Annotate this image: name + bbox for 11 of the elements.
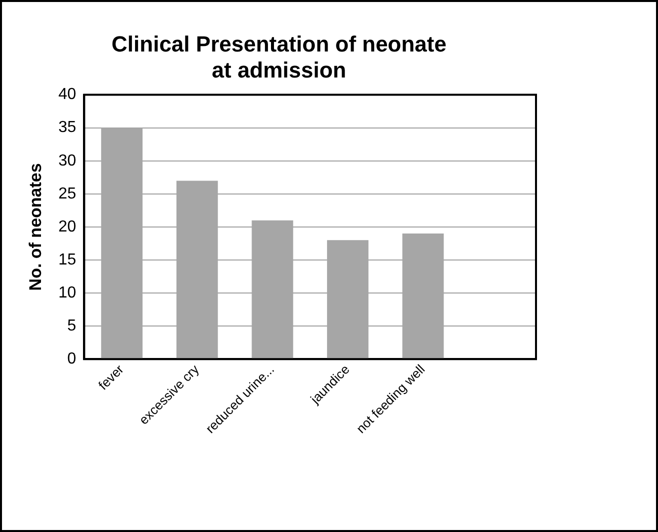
y-tick-label: 40	[58, 86, 76, 104]
y-tick-label: 10	[58, 284, 76, 302]
y-tick-label: 25	[58, 185, 76, 202]
y-tick-label: 15	[58, 251, 76, 268]
y-tick-label: 35	[58, 119, 76, 136]
chart-title: Clinical Presentation of neonate at admission	[112, 31, 446, 83]
y-axis-title: No. of neonates	[26, 163, 45, 291]
y-tick-label: 20	[58, 218, 76, 236]
y-tick-label: 5	[67, 317, 76, 334]
y-tick-label: 0	[67, 350, 76, 368]
y-tick-label: 30	[58, 152, 76, 170]
